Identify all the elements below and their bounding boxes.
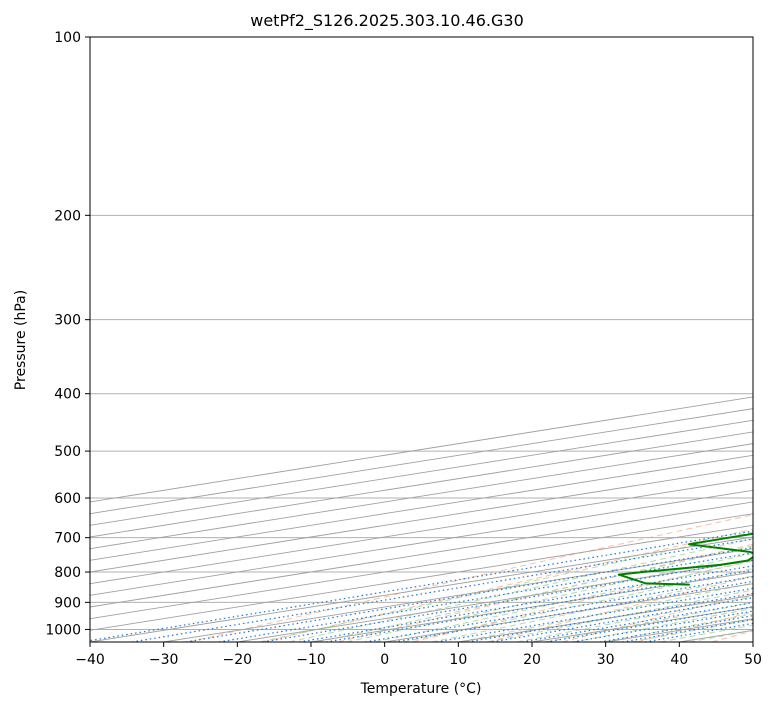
y-tick-label: 200 (54, 208, 81, 224)
x-tick-label: −20 (223, 652, 253, 668)
isotherm-line (90, 466, 753, 573)
isotherms (90, 396, 753, 642)
mixing-ratio-line (436, 587, 753, 642)
x-tick-label: 40 (670, 652, 688, 668)
y-axis-ticks: 100 200 300 400 500 600 700 800 900 1000 (45, 30, 90, 638)
moist-adiabats (260, 531, 753, 642)
isotherm-line (90, 536, 753, 642)
isotherm-line (90, 454, 753, 561)
mixing-ratio-line (521, 601, 753, 642)
y-tick-label: 400 (54, 387, 81, 403)
isotherm-line (90, 489, 753, 596)
x-tick-label: −10 (296, 652, 326, 668)
y-tick-label: 800 (54, 565, 81, 581)
isotherm-line (90, 443, 753, 550)
mixing-ratio-line (467, 592, 753, 642)
x-tick-label: 30 (597, 652, 615, 668)
x-tick-label: 0 (380, 652, 389, 668)
y-tick-label: 600 (54, 491, 81, 507)
plot-area: 0.10.20.40.611.52346810131620253036-100-… (90, 37, 753, 642)
isotherm-line (90, 501, 753, 608)
y-tick-label: 1000 (45, 622, 81, 638)
mixing-ratio-line (131, 538, 753, 642)
y-tick-label: 900 (54, 595, 81, 611)
y-tick-label: 700 (54, 531, 81, 547)
y-axis-title: Pressure (hPa) (13, 290, 29, 390)
mixing-ratio-line (492, 597, 753, 642)
x-tick-label: 20 (523, 652, 541, 668)
isotherm-line (90, 524, 753, 631)
dry-adiabat (263, 528, 753, 642)
dry-adiabat (562, 593, 753, 642)
moist-adiabat (288, 538, 753, 642)
moist-adiabat (516, 595, 753, 642)
moist-adiabat (431, 575, 753, 642)
x-tick-label: 50 (744, 652, 762, 668)
plot-frame (89, 36, 754, 643)
x-axis-title: Temperature (°C) (360, 681, 482, 697)
x-tick-label: 10 (449, 652, 467, 668)
y-tick-label: 100 (54, 30, 81, 46)
isotherm-line (90, 513, 753, 620)
y-tick-label: 500 (54, 444, 81, 460)
isotherm-line (90, 478, 753, 585)
moist-adiabat (260, 531, 753, 642)
dry-adiabat (487, 575, 753, 642)
y-tick-label: 300 (54, 313, 81, 329)
moist-adiabat (374, 560, 753, 642)
x-axis-ticks: −40 −30 −20 −10 0 10 20 30 40 50 (75, 642, 762, 668)
dry-adiabat (338, 543, 753, 642)
dry-adiabats (188, 514, 753, 642)
x-tick-label: −40 (75, 652, 105, 668)
chart-title: wetPf2_S126.2025.303.10.46.G30 (250, 11, 524, 31)
moist-adiabat (459, 582, 753, 642)
x-tick-label: −30 (149, 652, 179, 668)
